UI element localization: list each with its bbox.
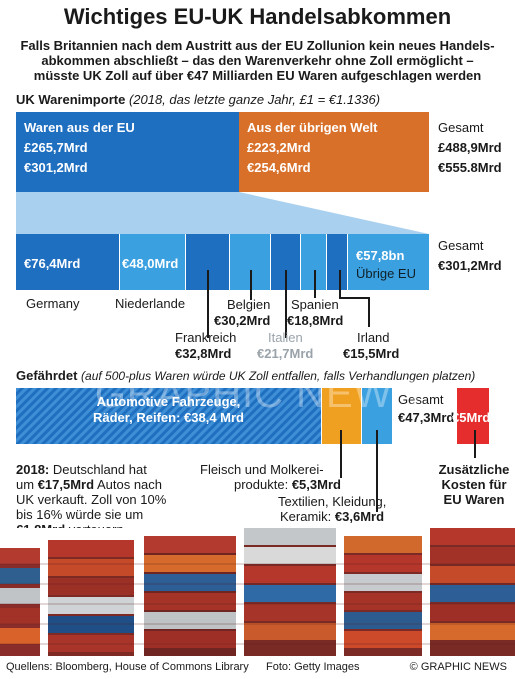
zoom-wedge xyxy=(16,192,429,234)
footer-sources: Quellens: Bloomberg, House of Commons Li… xyxy=(6,661,249,673)
germany-note-value: €17,5Mrd xyxy=(37,477,95,492)
leader-ireland-v xyxy=(339,270,341,298)
at-risk-heading-title: Gefährdet xyxy=(16,368,78,383)
germany-note-line: Deutschland hat xyxy=(52,462,147,477)
container-ridges xyxy=(0,563,515,645)
segment-spain xyxy=(301,234,326,290)
subtitle-line: abkommen abschließt – das den Warenverke… xyxy=(41,53,474,68)
food-label-line: produkte: xyxy=(234,477,289,492)
eu-imports-eur: €301,2Mrd xyxy=(24,160,88,175)
container-ship-photo xyxy=(0,528,515,656)
extra-cost-box xyxy=(457,388,489,444)
segment-netherlands: €48,0Mrd xyxy=(120,234,185,290)
france-label: Frankreich xyxy=(175,330,237,345)
germany-note-line: bis 16% würde sie um xyxy=(16,507,144,522)
rest-imports-gbp: £223,2Mrd xyxy=(247,140,311,155)
rest-imports-bar: Aus der übrigen Welt £223,2Mrd €254,6Mrd xyxy=(239,112,429,192)
leader-belgium xyxy=(250,270,252,300)
extra-cost-value: €5Mrd xyxy=(452,410,491,425)
netherlands-value: €48,0Mrd xyxy=(122,256,179,271)
automotive-label-line: Automotive Fahrzeuge, xyxy=(96,394,241,409)
extra-cost-label-line: Zusätzliche xyxy=(438,462,510,477)
subtitle-line: Falls Britannien nach dem Austritt aus d… xyxy=(20,38,495,53)
netherlands-label: Niederlande xyxy=(115,296,186,311)
food-label-line: Fleisch und Molkerei- xyxy=(200,462,324,477)
at-risk-total-value: €47,3Mrd xyxy=(398,410,455,425)
eu-total-label: Gesamt xyxy=(438,238,484,253)
at-risk-heading: Gefährdet (auf 500-plus Waren würde UK Z… xyxy=(16,368,475,383)
eu-breakdown-bar: €76,4Mrd €48,0Mrd €57,8bn Übrige EU xyxy=(16,234,429,290)
segment-rest-eu: €57,8bn Übrige EU xyxy=(348,234,429,290)
germany-note-line: Autos nach xyxy=(96,477,163,492)
leader-ireland-h xyxy=(339,297,369,299)
leader-textile xyxy=(376,430,378,512)
imports-total-label: Gesamt xyxy=(438,120,484,135)
food-label: Fleisch und Molkerei- produkte: €5,3Mrd xyxy=(200,462,341,492)
spain-label: Spanien xyxy=(291,297,339,312)
imports-heading-note: (2018, das letzte ganze Jahr, £1 = €1.13… xyxy=(128,92,381,107)
rest-eu-value: €57,8bn xyxy=(356,248,405,263)
imports-heading-title: UK Warenimporte xyxy=(16,92,126,107)
italy-label: Italien xyxy=(268,330,303,345)
germany-label: Germany xyxy=(26,296,80,311)
leader-italy xyxy=(285,270,287,338)
textile-value: €3,6Mrd xyxy=(334,509,385,524)
spain-value: €18,8Mrd xyxy=(287,313,344,328)
belgium-label: Belgien xyxy=(227,297,271,312)
france-value: €32,8Mrd xyxy=(175,346,232,361)
footer-photo-credit: Foto: Getty Images xyxy=(266,661,360,673)
germany-note-year: 2018: xyxy=(16,462,50,477)
rest-imports-label: Aus der übrigen Welt xyxy=(247,120,378,135)
automotive-label-line: Räder, Reifen: €38,4 Mrd xyxy=(93,410,244,425)
rest-eu-label: Übrige EU xyxy=(356,266,416,281)
eu-imports-gbp: £265,7Mrd xyxy=(24,140,88,155)
germany-value: €76,4Mrd xyxy=(24,256,81,271)
textile-label-line: Keramik: xyxy=(280,509,332,524)
leader-spain xyxy=(314,270,316,298)
footer-brand: © GRAPHIC NEWS xyxy=(409,661,507,673)
extra-cost-label-line: Kosten für xyxy=(441,477,507,492)
leader-extra xyxy=(474,430,476,458)
at-risk-heading-note: (auf 500-plus Waren würde UK Zoll entfal… xyxy=(81,369,476,383)
germany-note: 2018: Deutschland hat um €17,5Mrd Autos … xyxy=(16,462,166,537)
segment-automotive xyxy=(16,388,321,444)
textile-label-line: Textilien, Kleidung, xyxy=(278,494,387,509)
eu-imports-label: Waren aus der EU xyxy=(24,120,135,135)
ireland-label: Irland xyxy=(357,330,390,345)
footer: Quellens: Bloomberg, House of Commons Li… xyxy=(0,657,515,679)
eu-total-value: €301,2Mrd xyxy=(438,258,502,273)
imports-total-gbp: £488,9Mrd xyxy=(438,140,502,155)
subtitle-line: müsste UK Zoll auf über €47 Milliarden E… xyxy=(33,68,482,83)
germany-note-line: UK verkauft. Zoll von 10% xyxy=(16,492,167,507)
leader-france xyxy=(207,270,209,338)
segment-germany: €76,4Mrd xyxy=(16,234,119,290)
italy-value: €21,7Mrd xyxy=(257,346,314,361)
leader-food xyxy=(340,430,342,478)
ireland-value: €15,5Mrd xyxy=(343,346,400,361)
container-stacks xyxy=(0,528,515,656)
germany-note-line: um xyxy=(16,477,35,492)
imports-total-eur: €555.8Mrd xyxy=(438,160,502,175)
textile-label: Textilien, Kleidung, Keramik: €3,6Mrd xyxy=(278,494,386,524)
belgium-value: €30,2Mrd xyxy=(214,313,271,328)
extra-cost-label: Zusätzliche Kosten für EU Waren xyxy=(434,462,514,507)
imports-heading: UK Warenimporte (2018, das letzte ganze … xyxy=(16,92,380,107)
food-value: €5,3Mrd xyxy=(291,477,341,492)
page-title: Wichtiges EU-UK Handelsabkommen xyxy=(63,4,452,29)
at-risk-total-label: Gesamt xyxy=(398,392,444,407)
leader-ireland-v2 xyxy=(368,297,370,327)
segment-ireland xyxy=(327,234,347,290)
rest-imports-eur: €254,6Mrd xyxy=(247,160,311,175)
at-risk-bar xyxy=(16,388,392,444)
automotive-label: Automotive Fahrzeuge, Räder, Reifen: €38… xyxy=(16,394,321,426)
eu-imports-bar: Waren aus der EU £265,7Mrd €301,2Mrd xyxy=(16,112,239,192)
page-subtitle: Falls Britannien nach dem Austritt aus d… xyxy=(4,38,511,83)
extra-cost-label-line: EU Waren xyxy=(443,492,505,507)
